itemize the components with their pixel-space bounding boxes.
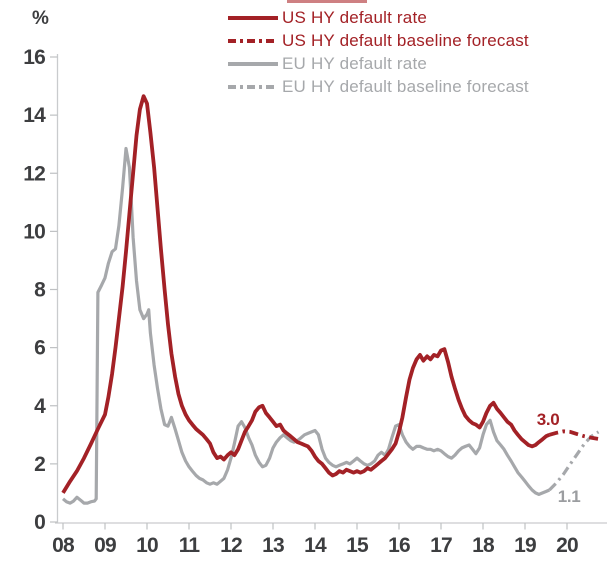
legend-swatch-eu-solid-line	[228, 61, 278, 66]
legend-label-us-hy-default-baseline-forecast: US HY default baseline forecast	[282, 31, 529, 50]
y-axis-tick-label: 16	[23, 46, 45, 69]
y-axis-tick-label: 12	[23, 162, 45, 185]
annotation-us-forecast-value: 3.0	[536, 410, 560, 430]
legend-item-eu-hy-default-rate: EU HY default rate	[228, 54, 529, 73]
x-axis-tick-label: 11	[179, 534, 201, 557]
x-axis-tick-label: 09	[94, 534, 116, 557]
y-axis-tick-label: 10	[23, 220, 45, 243]
x-axis-tick-label: 19	[514, 534, 536, 557]
legend-item-us-hy-default-rate: US HY default rate	[228, 8, 529, 27]
legend-item-us-hy-default-baseline-forecast: US HY default baseline forecast	[228, 31, 529, 50]
chart-legend: US HY default rate US HY default baselin…	[228, 8, 529, 96]
y-axis-unit-label: %	[32, 8, 49, 29]
eu-hy-default-baseline-forecast-line	[548, 430, 600, 492]
y-axis-tick-label: 0	[34, 511, 45, 534]
x-axis-tick-label: 16	[388, 534, 410, 557]
y-axis-tick-label: 8	[34, 279, 46, 302]
x-axis-tick-label: 20	[556, 534, 578, 557]
eu-hy-default-rate-line	[61, 146, 551, 505]
x-axis-tick-label: 15	[346, 534, 369, 557]
y-axis-tick-label: 6	[34, 337, 45, 360]
x-axis-tick-label: 13	[262, 534, 284, 557]
x-axis-tick-label: 17	[430, 534, 452, 557]
annotation-eu-forecast-value: 1.1	[557, 487, 581, 507]
legend-swatch-us-dashed-line	[228, 38, 278, 43]
us-hy-default-rate-line	[61, 94, 551, 494]
x-axis-tick-label: 10	[136, 534, 158, 557]
legend-label-us-hy-default-rate: US HY default rate	[282, 8, 428, 27]
legend-label-eu-hy-default-baseline-forecast: EU HY default baseline forecast	[282, 77, 529, 96]
x-axis-tick-label: 14	[304, 534, 327, 557]
legend-label-eu-hy-default-rate: EU HY default rate	[282, 54, 428, 73]
y-axis-tick-label: 14	[23, 104, 46, 127]
x-axis-tick-label: 12	[220, 534, 242, 557]
us-hy-default-baseline-forecast-line	[548, 429, 599, 441]
x-axis-tick-label: 08	[52, 534, 75, 557]
cropped-red-line-artifact	[287, 0, 367, 3]
legend-swatch-eu-dashed-line	[228, 84, 278, 89]
y-axis-tick-label: 4	[34, 395, 46, 418]
x-axis-tick-label: 18	[472, 534, 495, 557]
legend-item-eu-hy-default-baseline-forecast: EU HY default baseline forecast	[228, 77, 529, 96]
y-axis-tick-label: 2	[34, 453, 45, 476]
legend-swatch-us-solid-line	[228, 15, 278, 20]
